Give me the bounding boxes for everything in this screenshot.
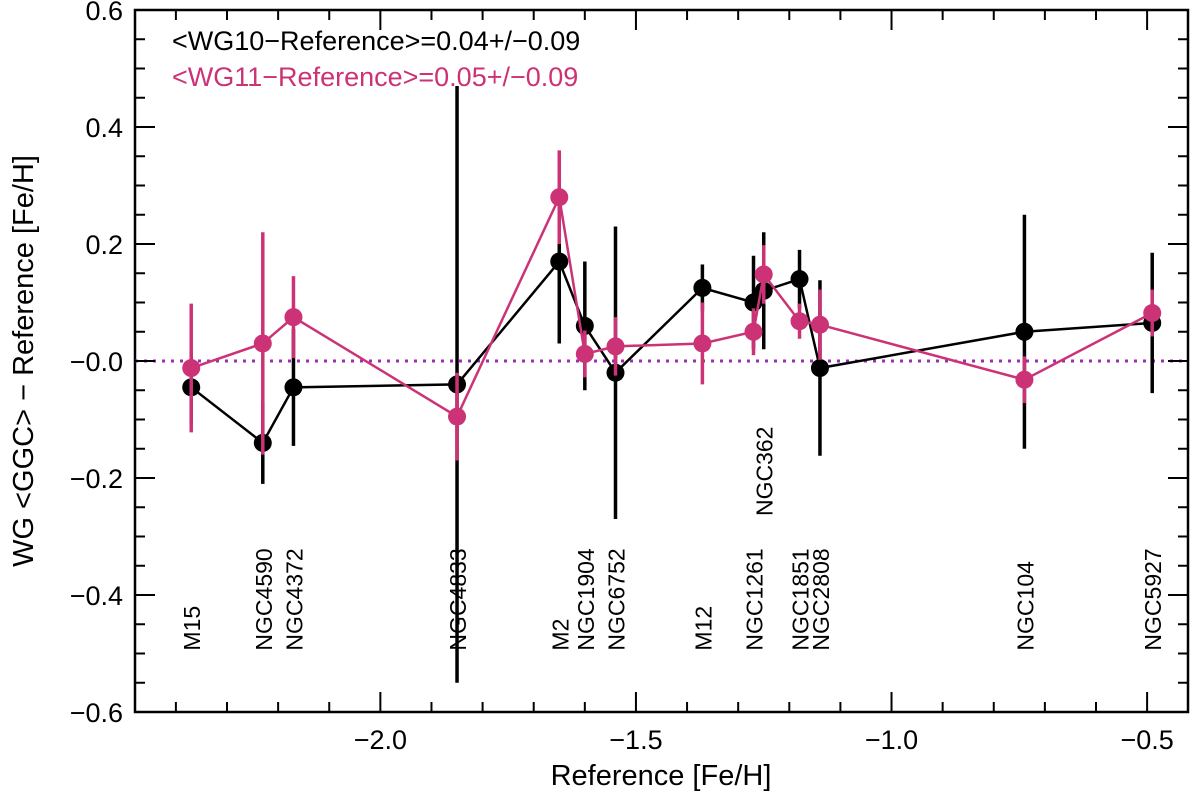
data-point [606,337,625,356]
cluster-label: NGC4372 [281,548,307,650]
series-line [190,259,1153,445]
cluster-label: NGC6752 [603,548,629,650]
data-point [550,188,569,207]
y-tick-label: −0.4 [70,581,123,611]
data-point [790,270,809,289]
cluster-label: NGC1851 [788,548,814,650]
y-tick-label: −0.6 [70,698,123,728]
y-axis-label: WG <GGC> − Reference [Fe/H] [8,155,40,567]
x-tick-label: −1.5 [609,725,662,755]
annotation-text: <WG11−Reference>=0.05+/−0.09 [172,62,578,92]
annotation-text: <WG10−Reference>=0.04+/−0.09 [172,26,580,56]
y-tick-label: 0.4 [85,113,123,143]
y-tick-label: −0.0 [70,347,123,377]
data-point [253,334,272,353]
y-tick-label: 0.2 [85,230,123,260]
cluster-label: NGC5927 [1140,548,1166,650]
cluster-label: NGC1904 [573,548,599,650]
x-tick-label: −1.0 [865,725,918,755]
data-point [693,334,712,353]
data-point [810,359,829,378]
y-tick-label: −0.2 [70,464,123,494]
cluster-label: NGC362 [752,427,778,516]
data-point [284,308,303,327]
cluster-label: NGC4590 [251,548,277,650]
annotations: <WG10−Reference>=0.04+/−0.09 <WG11−Refere… [172,26,580,92]
data-point [182,359,201,378]
cluster-label: NGC2808 [808,548,834,650]
data-point [754,265,773,284]
series-wg11 [182,150,1162,461]
series-line [190,192,1153,419]
cluster-label: NGC1261 [742,548,768,650]
y-tick-label: 0.6 [85,0,123,26]
x-tick-label: −2.0 [354,725,407,755]
data-point [744,322,763,341]
data-point [284,378,303,397]
data-point [1015,370,1034,389]
series-layer [182,86,1162,683]
data-point [575,344,594,363]
data-point [1015,322,1034,341]
cluster-label: M15 [179,606,205,651]
cluster-labels: M15NGC4590NGC4372NGC4833M2NGC1904NGC6752… [179,427,1166,651]
axes: −2.0 −1.5 −1.0 −0.5 −0.6 −0.4 −0.2 −0.0 0.2 0.4 0.… [70,0,1188,755]
x-tick-label: −0.5 [1120,725,1173,755]
data-point [810,315,829,334]
cluster-label: M2 [547,619,573,651]
data-point [550,252,569,271]
cluster-label: NGC104 [1012,561,1038,651]
cluster-label: M12 [690,606,716,651]
data-point [448,407,467,426]
x-axis-label: Reference [Fe/H] [551,760,772,792]
data-point [693,278,712,297]
data-point [790,312,809,331]
data-point [1143,304,1162,323]
